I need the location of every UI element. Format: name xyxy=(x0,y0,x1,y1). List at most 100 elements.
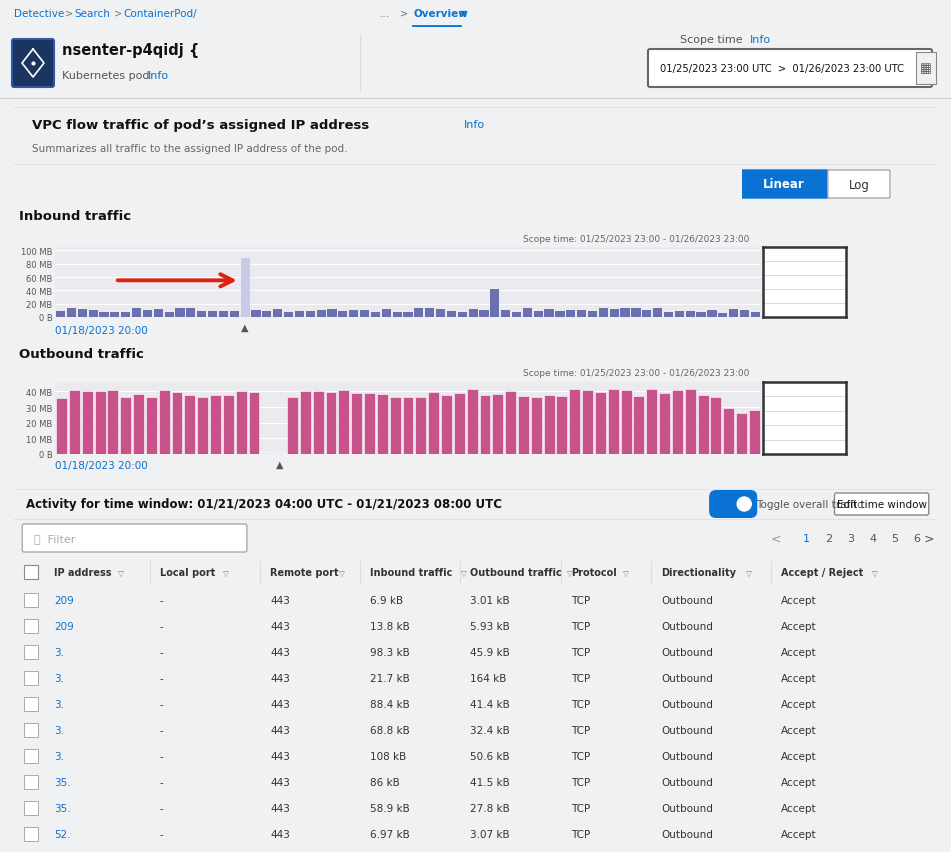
Bar xyxy=(621,391,631,454)
Bar xyxy=(729,309,738,318)
Bar xyxy=(327,309,337,318)
Text: Overview: Overview xyxy=(413,9,468,19)
Text: TCP: TCP xyxy=(571,803,590,813)
Text: >: > xyxy=(400,9,408,19)
Bar xyxy=(479,396,491,454)
Text: Toggle overall traffic: Toggle overall traffic xyxy=(756,499,863,509)
Bar xyxy=(467,389,477,454)
Bar xyxy=(425,308,435,318)
Bar xyxy=(186,309,196,318)
Bar xyxy=(686,312,695,318)
Text: 3.: 3. xyxy=(54,673,65,683)
Text: -: - xyxy=(160,596,164,605)
Bar xyxy=(284,313,293,318)
Text: TCP: TCP xyxy=(571,751,590,761)
Bar xyxy=(371,313,380,318)
Bar xyxy=(241,259,250,318)
Text: Activity for time window: 01/21/2023 04:00 UTC - 01/21/2023 08:00 UTC: Activity for time window: 01/21/2023 04:… xyxy=(27,498,502,511)
Bar xyxy=(740,310,749,318)
Text: -: - xyxy=(160,673,164,683)
Bar xyxy=(210,395,221,454)
Text: ▽: ▽ xyxy=(461,567,467,577)
Bar xyxy=(287,397,298,454)
Text: Scope time: 01/25/2023 23:00 - 01/26/2023 23:00: Scope time: 01/25/2023 23:00 - 01/26/202… xyxy=(523,234,749,243)
Text: Accept: Accept xyxy=(782,751,817,761)
Bar xyxy=(490,290,499,318)
Text: >: > xyxy=(65,9,73,19)
Text: Accept / Reject: Accept / Reject xyxy=(782,567,864,578)
Bar xyxy=(675,312,684,318)
Bar xyxy=(718,314,728,318)
Bar xyxy=(610,309,619,318)
Bar xyxy=(672,390,683,454)
Text: Inbound traffic: Inbound traffic xyxy=(19,210,131,223)
Bar xyxy=(518,396,529,454)
Bar xyxy=(300,392,311,454)
Text: TCP: TCP xyxy=(571,648,590,657)
Bar xyxy=(25,593,38,607)
Bar xyxy=(696,313,706,318)
Text: -: - xyxy=(160,621,164,631)
Bar xyxy=(121,313,130,318)
Text: Outbound: Outbound xyxy=(661,829,713,839)
Text: 209: 209 xyxy=(54,621,74,631)
Text: TCP: TCP xyxy=(571,596,590,605)
Bar xyxy=(698,395,708,454)
Text: 3.01 kB: 3.01 kB xyxy=(471,596,510,605)
Bar xyxy=(359,310,369,318)
Text: TCP: TCP xyxy=(571,673,590,683)
FancyBboxPatch shape xyxy=(12,40,54,88)
Text: 108 kB: 108 kB xyxy=(370,751,406,761)
Text: 443: 443 xyxy=(270,829,290,839)
Bar xyxy=(534,312,543,318)
Text: Info: Info xyxy=(463,120,485,130)
Bar xyxy=(67,308,76,318)
Text: -: - xyxy=(160,829,164,839)
Bar xyxy=(493,394,503,454)
Text: Outbound: Outbound xyxy=(661,621,713,631)
Bar xyxy=(428,392,439,454)
Bar xyxy=(599,308,608,318)
Bar xyxy=(25,749,38,763)
Bar xyxy=(154,309,163,318)
Bar xyxy=(56,311,66,318)
Bar xyxy=(659,393,670,454)
Text: Outbound: Outbound xyxy=(661,751,713,761)
Text: ▽: ▽ xyxy=(118,567,124,577)
Bar xyxy=(577,310,586,318)
Bar xyxy=(441,395,452,454)
Bar xyxy=(262,312,271,318)
Bar xyxy=(25,775,38,789)
Text: 3.: 3. xyxy=(54,751,65,761)
Bar xyxy=(25,671,38,685)
Text: -: - xyxy=(160,777,164,787)
Text: Log: Log xyxy=(848,178,869,192)
Text: 6.97 kB: 6.97 kB xyxy=(370,829,410,839)
Text: 01/25/2023 23:00 UTC  >  01/26/2023 23:00 UTC: 01/25/2023 23:00 UTC > 01/26/2023 23:00 … xyxy=(660,64,904,74)
Bar xyxy=(339,312,347,318)
Text: 58.9 kB: 58.9 kB xyxy=(370,803,410,813)
Text: Outbound: Outbound xyxy=(661,803,713,813)
Bar xyxy=(82,392,92,454)
Text: ▲: ▲ xyxy=(276,459,283,469)
FancyBboxPatch shape xyxy=(741,170,828,199)
Text: Directionality: Directionality xyxy=(661,567,736,578)
Text: 35.: 35. xyxy=(54,803,71,813)
Text: -: - xyxy=(160,699,164,709)
Text: 98.3 kB: 98.3 kB xyxy=(370,648,410,657)
Text: Remote port: Remote port xyxy=(270,567,339,578)
Bar xyxy=(25,697,38,711)
Text: Info: Info xyxy=(148,71,169,81)
Bar xyxy=(273,310,282,318)
Bar xyxy=(469,310,477,318)
Text: TCP: TCP xyxy=(571,621,590,631)
Text: 443: 443 xyxy=(270,725,290,735)
Text: Outbound: Outbound xyxy=(661,699,713,709)
Text: 3.: 3. xyxy=(54,725,65,735)
Text: 443: 443 xyxy=(270,596,290,605)
Bar xyxy=(165,313,174,318)
Bar xyxy=(664,313,673,318)
Bar xyxy=(184,395,195,454)
Circle shape xyxy=(737,498,751,511)
Text: ▽: ▽ xyxy=(567,567,573,577)
